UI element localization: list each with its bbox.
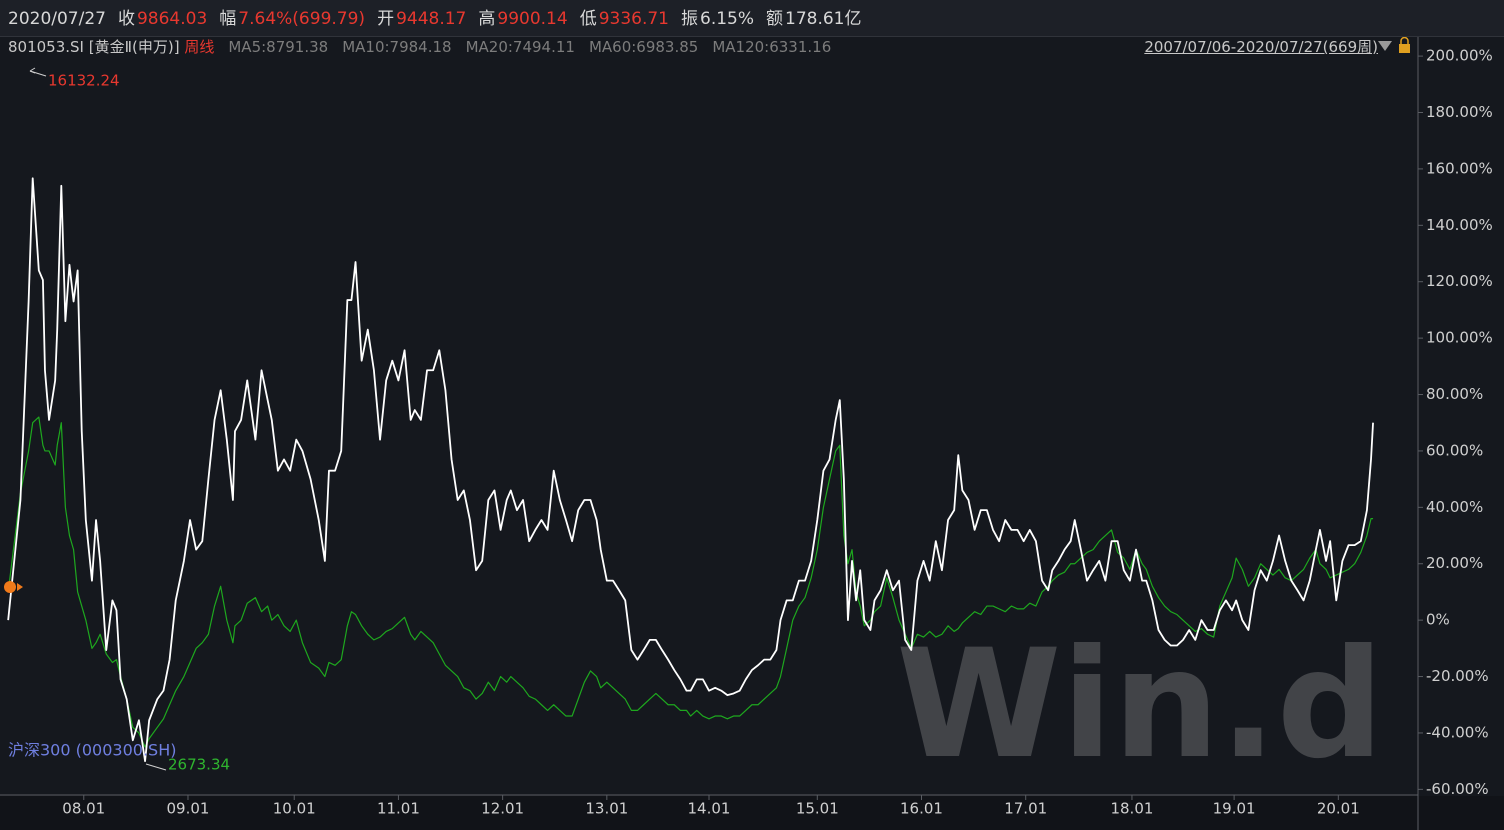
x-axis-band <box>0 796 1504 830</box>
quote-label: 振 <box>681 9 698 29</box>
y-tick-label: 140.00% <box>1426 216 1493 234</box>
x-tick-label: 15.01 <box>796 800 839 818</box>
security-code: 801053.SI <box>8 38 84 56</box>
y-tick-label: 0% <box>1426 611 1450 629</box>
x-tick-label: 17.01 <box>1004 800 1047 818</box>
lock-icon[interactable] <box>1399 44 1410 53</box>
x-tick-label: 09.01 <box>167 800 210 818</box>
moving-average: MA60:6983.85 <box>588 38 699 56</box>
y-tick-label: 60.00% <box>1426 441 1483 459</box>
quote-date: 2020/07/27 <box>8 9 106 29</box>
quote-label: 高 <box>478 9 496 29</box>
y-tick-label: 180.00% <box>1426 103 1493 121</box>
x-tick-label: 16.01 <box>900 800 943 818</box>
x-tick-label: 14.01 <box>688 800 731 818</box>
x-tick-label: 13.01 <box>585 800 628 818</box>
x-tick-label: 18.01 <box>1110 800 1153 818</box>
quote-label: 开 <box>377 9 395 29</box>
y-tick-label: 100.00% <box>1426 329 1493 347</box>
y-tick-label: 80.00% <box>1426 385 1483 403</box>
y-tick-label: -20.00% <box>1426 667 1489 685</box>
series-line <box>7 177 1374 763</box>
quote-bar: 2020/07/27 收 9864.03 幅 7.64%(699.79) 开 9448.17… <box>0 0 1504 37</box>
x-tick-label: 08.01 <box>62 800 105 818</box>
min-annotation: 2673.34 <box>168 756 230 774</box>
moving-average: MA5:8791.38 <box>228 38 329 56</box>
y-tick-label: 200.00% <box>1426 47 1493 65</box>
y-tick-label: 160.00% <box>1426 159 1493 177</box>
x-tick-label: 19.01 <box>1213 800 1256 818</box>
quote-value: 9336.71 <box>598 9 669 29</box>
y-tick-label: -60.00% <box>1426 780 1489 798</box>
annotation-arrowhead <box>29 67 36 74</box>
quote-label: 幅 <box>219 9 237 29</box>
quote-value: 6.15% <box>700 9 755 29</box>
info-line: 801053.SI [黄金Ⅱ(申万)] 周线 MA5:8791.38 MA10:79… <box>8 37 831 57</box>
max-annotation: 16132.24 <box>48 72 120 90</box>
x-tick-label: 12.01 <box>481 800 524 818</box>
watermark: Win.d <box>896 618 1384 792</box>
date-range[interactable]: 2007/07/06-2020/07/27(669周) <box>1144 38 1378 56</box>
annotation-arrow <box>145 763 167 771</box>
series-line <box>7 416 1374 748</box>
y-tick-label: 20.00% <box>1426 554 1483 572</box>
x-tick-label: 10.01 <box>273 800 316 818</box>
quote-label: 额 <box>766 9 784 29</box>
y-tick-label: -40.00% <box>1426 723 1489 741</box>
quote-label: 低 <box>579 9 597 29</box>
x-tick-label: 20.01 <box>1317 800 1360 818</box>
y-tick-label: 40.00% <box>1426 498 1483 516</box>
quote-value: 178.61亿 <box>785 9 862 29</box>
x-tick-label: 11.01 <box>377 800 420 818</box>
quote-value: 7.64%(699.79) <box>238 9 366 29</box>
range-dropdown[interactable] <box>1378 41 1392 51</box>
quote-value: 9900.14 <box>497 9 568 29</box>
position-marker-arrow <box>17 583 23 591</box>
plot-area <box>7 177 1374 763</box>
quote-value: 9864.03 <box>136 9 208 29</box>
period: 周线 <box>184 38 215 56</box>
position-marker <box>4 581 16 593</box>
legend-entry: 沪深300 (000300.SH) <box>8 741 176 760</box>
moving-average: MA20:7494.11 <box>465 38 575 56</box>
index-name: [黄金Ⅱ(申万)] <box>88 38 180 56</box>
quote-value: 9448.17 <box>396 9 467 29</box>
y-tick-label: 120.00% <box>1426 272 1493 290</box>
moving-average: MA10:7984.18 <box>342 38 452 56</box>
lock-shackle <box>1400 36 1409 44</box>
moving-average: MA120:6331.16 <box>712 38 832 56</box>
quote-label: 收 <box>117 9 135 29</box>
